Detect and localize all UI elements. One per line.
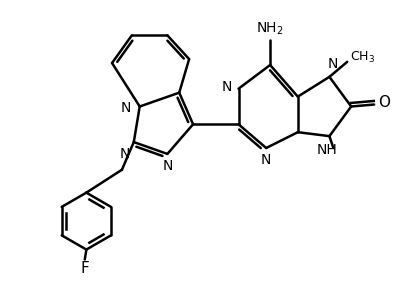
Text: N: N [162, 159, 173, 173]
Text: N: N [328, 57, 338, 71]
Text: NH: NH [317, 143, 338, 157]
Text: N: N [121, 102, 131, 115]
Text: N: N [261, 153, 271, 167]
Text: N: N [221, 80, 232, 94]
Text: NH$_2$: NH$_2$ [256, 20, 284, 37]
Text: O: O [378, 95, 390, 110]
Text: CH$_3$: CH$_3$ [350, 49, 375, 65]
Text: N: N [120, 147, 130, 161]
Text: F: F [80, 261, 89, 276]
